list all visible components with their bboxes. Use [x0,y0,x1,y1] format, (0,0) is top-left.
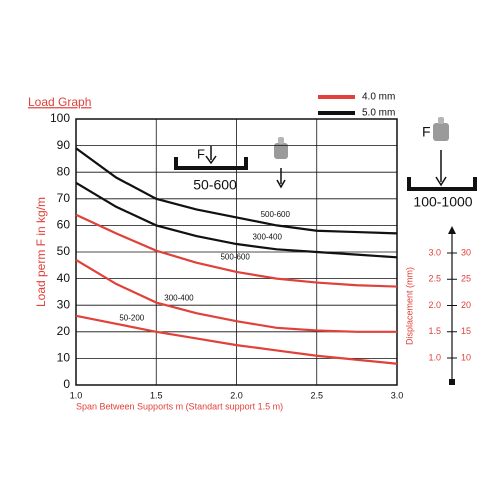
inset-diagram [174,137,288,189]
y-tick-label: 40 [57,271,71,285]
displacement-axis-base [449,379,455,385]
y-tick-label: 30 [57,297,71,311]
y-tick-label: 10 [57,351,71,365]
series-label: 500-600 [261,210,291,219]
y-tick-label: 0 [63,377,70,391]
x-tick-label: 3.0 [391,390,404,400]
displacement-tick-label: 1.5 [428,326,441,336]
y-tick-label: 80 [57,164,71,178]
displacement-tick-label: 30 [461,247,471,257]
y-tick-label: 50 [57,244,71,258]
series-line [75,259,397,333]
side-range-label: 100-1000 [413,194,472,210]
displacement-arrow-head [448,226,456,234]
y-tick-label: 90 [57,138,71,152]
displacement-tick-label: 25 [461,274,471,284]
weight-icon-top [438,117,444,124]
series-line [75,181,398,259]
side-force-label: F [422,124,431,140]
displacement-tick-label: 2.0 [428,300,441,310]
series-label: 300-400 [164,294,194,303]
x-axis-title: Span Between Supports m (Standart suppor… [76,401,283,411]
series-line [75,213,398,288]
force-arrow-head [205,155,217,165]
y-axis-title: Load perm F in kg/m [34,197,48,307]
inset-range-label: 50-600 [193,177,237,193]
series-line [75,314,398,365]
y-tick-label: 100 [50,111,70,125]
x-tick-label: 1.5 [150,390,163,400]
weight-icon [433,123,449,141]
displacement-tick-label: 2.5 [428,274,441,284]
support-bracket [174,157,248,170]
y-tick-label: 70 [57,191,71,205]
displacement-tick-label: 15 [461,326,471,336]
legend-label: 4.0 mm [362,92,395,103]
support-bracket [407,177,477,191]
series-label: 500-600 [220,252,250,261]
series-label: 50-200 [119,314,144,323]
displacement-tick-label: 10 [461,352,471,362]
legend-label: 5.0 mm [362,108,395,119]
displacement-tick-label: 3.0 [428,247,441,257]
y-tick-label: 60 [57,218,71,232]
x-tick-label: 2.0 [230,390,243,400]
series-line [75,147,398,235]
weight-icon [274,143,288,159]
chart-title: Load Graph [28,95,91,109]
displacement-title: Displacement (mm) [404,267,414,345]
y-tick-label: 20 [57,324,71,338]
weight-arrow-head [276,179,286,189]
displacement-tick-label: 20 [461,300,471,310]
x-tick-label: 1.0 [70,390,83,400]
x-tick-label: 2.5 [310,390,323,400]
force-arrow-head [435,176,447,187]
series-label: 300-400 [253,232,283,241]
displacement-tick-label: 1.0 [428,352,441,362]
weight-icon-top [278,137,284,144]
inset-force-label: F [197,146,205,161]
